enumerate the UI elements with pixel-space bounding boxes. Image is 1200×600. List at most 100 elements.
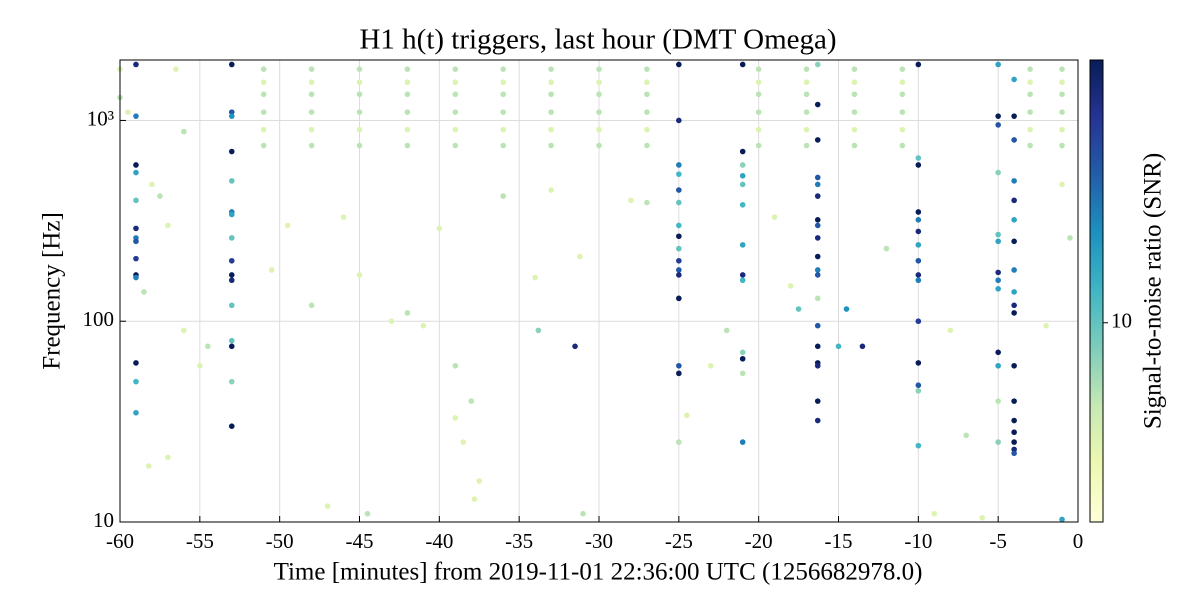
trigger-point <box>995 238 1001 245</box>
trigger-point <box>995 439 1001 445</box>
trigger-point <box>1011 289 1017 295</box>
trigger-point <box>644 79 650 86</box>
trigger-point <box>548 66 554 72</box>
trigger-point <box>739 173 746 179</box>
trigger-point <box>739 349 746 356</box>
trigger-point <box>260 109 267 115</box>
trigger-point <box>803 142 810 149</box>
trigger-point <box>995 231 1001 238</box>
trigger-point <box>707 362 714 369</box>
trigger-point <box>356 142 363 149</box>
trigger-point <box>452 79 459 86</box>
trigger-point <box>1027 66 1033 72</box>
trigger-point <box>684 412 690 419</box>
trigger-point <box>468 398 475 404</box>
trigger-point <box>548 79 554 86</box>
trigger-point <box>995 286 1001 292</box>
trigger-point <box>644 126 650 133</box>
trigger-point <box>755 79 762 86</box>
trigger-point <box>739 370 746 377</box>
trigger-point <box>915 272 922 278</box>
trigger-point <box>500 126 507 133</box>
trigger-point <box>452 91 459 98</box>
trigger-point <box>755 109 762 115</box>
trigger-point <box>739 61 746 68</box>
trigger-point <box>963 432 970 439</box>
trigger-point <box>676 222 682 229</box>
trigger-point <box>1011 450 1017 457</box>
trigger-point <box>308 142 315 149</box>
trigger-point <box>899 91 906 98</box>
trigger-point <box>915 242 922 248</box>
trigger-point <box>596 91 602 98</box>
trigger-point <box>133 225 139 232</box>
trigger-point <box>915 216 922 223</box>
trigger-point <box>803 79 810 86</box>
trigger-point <box>676 117 682 124</box>
x-tick-label: -35 <box>505 529 533 553</box>
trigger-point <box>1011 362 1017 369</box>
x-tick-label: -45 <box>346 529 374 553</box>
trigger-point <box>814 235 821 241</box>
trigger-point <box>181 327 187 334</box>
trigger-point <box>676 295 682 302</box>
trigger-point <box>979 514 985 521</box>
trigger-point <box>814 398 821 404</box>
trigger-point <box>476 478 483 484</box>
trigger-point <box>356 66 363 72</box>
trigger-point <box>676 171 682 177</box>
trigger-point <box>228 277 235 284</box>
trigger-point <box>1011 113 1017 119</box>
x-tick-label: -40 <box>425 529 453 553</box>
trigger-point <box>1027 142 1033 149</box>
trigger-point <box>356 272 363 278</box>
trigger-point <box>532 274 538 281</box>
trigger-point <box>676 61 682 68</box>
trigger-point <box>228 211 235 218</box>
trigger-point <box>1011 417 1017 424</box>
trigger-point <box>676 233 682 240</box>
trigger-point <box>915 61 922 68</box>
x-axis-label: Time [minutes] from 2019-11-01 22:36:00 … <box>274 559 923 586</box>
trigger-point <box>644 109 650 115</box>
trigger-point <box>1011 446 1017 453</box>
trigger-point <box>628 197 634 204</box>
x-tick-label: 0 <box>1073 529 1084 553</box>
trigger-point <box>1027 91 1033 98</box>
trigger-point <box>133 274 139 281</box>
points <box>117 61 1073 523</box>
trigger-point <box>145 463 152 469</box>
y-tick-label: 10³ <box>87 106 114 130</box>
trigger-point <box>915 382 922 389</box>
trigger-point <box>814 322 821 329</box>
trigger-point <box>133 113 139 119</box>
trigger-point <box>500 193 507 199</box>
trigger-point <box>596 126 602 133</box>
trigger-point <box>228 378 235 385</box>
trigger-point <box>228 423 235 430</box>
trigger-point <box>228 343 235 350</box>
trigger-point <box>1011 439 1017 445</box>
trigger-point <box>452 126 459 133</box>
trigger-point <box>404 91 411 98</box>
x-tick-label: -60 <box>106 529 134 553</box>
trigger-point <box>125 109 131 115</box>
x-tick-label: -5 <box>989 529 1007 553</box>
trigger-point <box>931 510 938 517</box>
trigger-point <box>995 398 1001 404</box>
trigger-point <box>995 169 1001 176</box>
trigger-point <box>676 162 682 168</box>
trigger-point <box>899 66 906 72</box>
trigger-point <box>548 91 554 98</box>
trigger-point <box>133 197 139 204</box>
trigger-point <box>228 257 235 264</box>
trigger-point <box>228 109 235 115</box>
trigger-point <box>755 91 762 98</box>
trigger-point <box>324 503 331 509</box>
x-tick-label: -55 <box>186 529 214 553</box>
trigger-point <box>676 245 682 252</box>
trigger-point <box>803 126 810 133</box>
trigger-point <box>915 442 922 449</box>
trigger-point <box>814 222 821 229</box>
